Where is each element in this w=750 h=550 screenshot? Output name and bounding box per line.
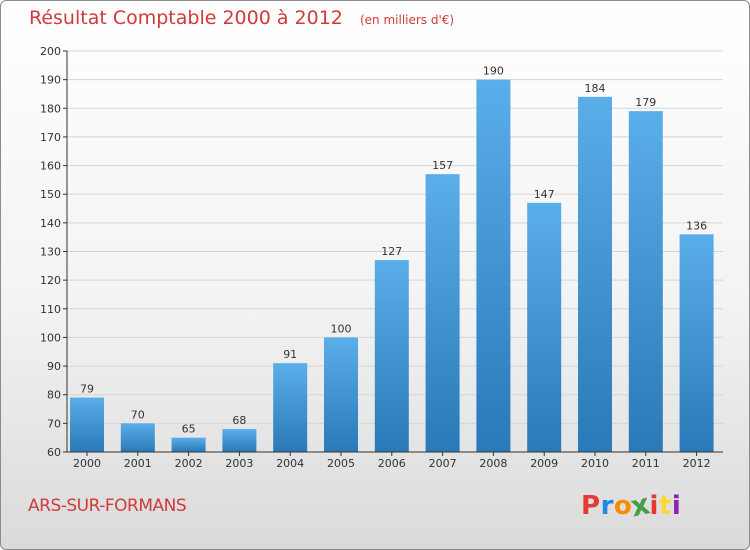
y-tick-label-150: 150 <box>40 188 61 201</box>
value-label-2005: 100 <box>331 322 352 335</box>
y-tick-label-140: 140 <box>40 217 61 230</box>
y-tick-label-200: 200 <box>40 45 61 58</box>
bar-2002 <box>171 437 206 452</box>
value-label-2002: 65 <box>182 423 196 436</box>
y-tick-label-80: 80 <box>47 389 61 402</box>
bar-2001 <box>120 423 155 452</box>
y-tick-label-60: 60 <box>47 446 61 459</box>
commune-name: ARS-SUR-FORMANS <box>28 496 187 516</box>
bar-2009 <box>527 202 562 452</box>
chart-title: Résultat Comptable 2000 à 2012 <box>29 7 343 29</box>
logo-letter: i <box>649 491 659 521</box>
bar-2000 <box>70 397 104 452</box>
value-label-2006: 127 <box>381 245 402 258</box>
title-row: Résultat Comptable 2000 à 2012 (en milli… <box>29 7 454 29</box>
x-tick-label-2004: 2004 <box>276 457 304 470</box>
value-label-2010: 184 <box>585 82 606 95</box>
value-label-2012: 136 <box>686 219 707 232</box>
value-label-2004: 91 <box>283 348 297 361</box>
logo-letter: r <box>600 491 614 521</box>
bar-2008 <box>476 79 511 453</box>
x-tick-label-2012: 2012 <box>683 457 711 470</box>
x-tick-label-2009: 2009 <box>530 457 558 470</box>
bar-2010 <box>578 96 612 452</box>
y-tick-label-180: 180 <box>40 102 61 115</box>
bar-2003 <box>222 429 257 452</box>
logo-letter: t <box>658 491 672 521</box>
y-tick-label-130: 130 <box>40 246 61 259</box>
bar-2011 <box>628 111 663 453</box>
x-tick-label-2001: 2001 <box>124 457 152 470</box>
value-label-2000: 79 <box>80 383 94 396</box>
bar-2007 <box>425 174 460 452</box>
y-tick-label-160: 160 <box>40 160 61 173</box>
x-tick-label-2005: 2005 <box>327 457 355 470</box>
value-label-2003: 68 <box>232 414 246 427</box>
y-tick-label-70: 70 <box>47 417 61 430</box>
y-tick-label-120: 120 <box>40 274 61 287</box>
x-tick-label-2010: 2010 <box>581 457 609 470</box>
x-tick-label-2007: 2007 <box>429 457 457 470</box>
y-tick-label-110: 110 <box>40 303 61 316</box>
proxiti-logo[interactable]: Proxiti <box>581 488 682 524</box>
logo-letter: P <box>581 491 601 521</box>
value-label-2007: 157 <box>432 159 453 172</box>
value-label-2008: 190 <box>483 65 504 78</box>
y-tick-label-190: 190 <box>40 74 61 87</box>
bar-2004 <box>273 363 308 452</box>
bar-2005 <box>324 337 358 452</box>
bar-2006 <box>374 260 409 452</box>
x-tick-label-2006: 2006 <box>378 457 406 470</box>
x-tick-label-2008: 2008 <box>479 457 507 470</box>
logo-letter: o <box>613 491 633 521</box>
value-label-2009: 147 <box>534 188 555 201</box>
bar-2012 <box>679 234 714 452</box>
x-tick-label-2011: 2011 <box>632 457 660 470</box>
y-tick-label-100: 100 <box>40 331 61 344</box>
chart-unit: (en milliers d'€) <box>359 13 455 27</box>
x-tick-label-2000: 2000 <box>73 457 101 470</box>
y-tick-label-170: 170 <box>40 131 61 144</box>
x-tick-label-2002: 2002 <box>175 457 203 470</box>
value-label-2001: 70 <box>131 408 145 421</box>
x-tick-label-2003: 2003 <box>225 457 253 470</box>
logo-letter: i <box>671 491 682 521</box>
y-tick-label-90: 90 <box>47 360 61 373</box>
value-label-2011: 179 <box>635 96 656 109</box>
